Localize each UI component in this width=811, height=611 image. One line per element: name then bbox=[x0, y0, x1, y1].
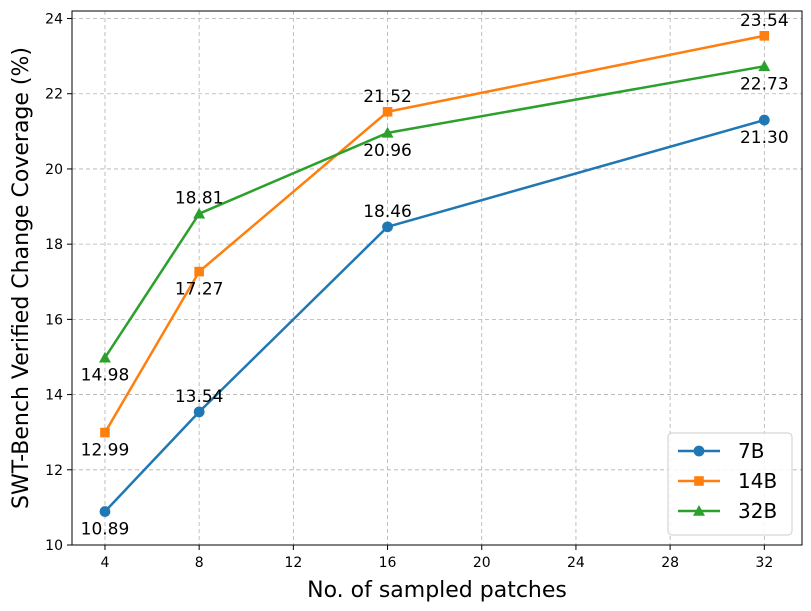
x-tick-label: 12 bbox=[284, 555, 302, 571]
data-point-14b bbox=[382, 106, 393, 117]
legend-label-14b: 14B bbox=[738, 469, 777, 493]
legend: 7B 14B 32B bbox=[667, 432, 793, 536]
legend-marker-7b bbox=[693, 445, 705, 457]
data-point-32b bbox=[381, 126, 394, 138]
data-label-14b: 21.52 bbox=[363, 87, 412, 107]
data-label-32b: 14.98 bbox=[81, 366, 130, 386]
data-label-7b: 10.89 bbox=[81, 520, 130, 540]
data-point-32b bbox=[98, 351, 111, 363]
data-label-7b: 13.54 bbox=[175, 387, 224, 407]
y-axis-title: SWT-Bench Verified Change Coverage (%) bbox=[9, 47, 34, 509]
x-axis-title: No. of sampled patches bbox=[307, 578, 567, 603]
data-point-14b bbox=[100, 427, 110, 438]
legend-label-7b: 7B bbox=[738, 439, 764, 463]
data-label-7b: 21.30 bbox=[740, 128, 789, 148]
data-point-7b bbox=[193, 406, 205, 418]
series-line-32b bbox=[103, 65, 765, 359]
data-point-7b bbox=[382, 221, 393, 233]
x-tick-label: 24 bbox=[567, 555, 585, 571]
axis-ticks: 4 8 12 16 20 24 28 32 10 12 14 16 18 20 22 24 bbox=[45, 12, 773, 571]
grid-lines bbox=[72, 11, 802, 546]
data-label-32b: 18.81 bbox=[175, 189, 224, 209]
data-point-32b bbox=[193, 207, 206, 219]
x-tick-label: 4 bbox=[101, 555, 110, 571]
y-tick-label: 12 bbox=[45, 463, 63, 479]
data-point-14b bbox=[194, 266, 204, 277]
x-tick-label: 32 bbox=[755, 555, 773, 571]
data-point-7b bbox=[758, 114, 770, 126]
data-label-14b: 23.54 bbox=[740, 11, 789, 31]
series-markers bbox=[98, 31, 771, 517]
series-lines bbox=[103, 34, 765, 513]
data-point-14b bbox=[759, 31, 770, 41]
data-label-14b: 12.99 bbox=[81, 441, 130, 461]
data-label-7b: 18.46 bbox=[363, 202, 412, 222]
series-line-14b bbox=[103, 34, 765, 434]
data-label-32b: 22.73 bbox=[740, 74, 789, 94]
plot-frame bbox=[71, 10, 803, 546]
data-labels: 10.89 13.54 18.46 21.30 12.99 17.27 21.52 23.54… bbox=[81, 11, 789, 540]
y-tick-label: 24 bbox=[45, 12, 63, 28]
y-tick-label: 18 bbox=[45, 237, 63, 253]
data-label-32b: 20.96 bbox=[363, 141, 412, 161]
data-point-32b bbox=[758, 60, 771, 72]
data-point-7b bbox=[99, 506, 111, 517]
y-tick-label: 22 bbox=[45, 87, 63, 103]
x-tick-label: 20 bbox=[473, 555, 491, 571]
x-tick-label: 16 bbox=[379, 555, 397, 571]
y-tick-label: 10 bbox=[45, 538, 63, 554]
y-tick-label: 14 bbox=[45, 388, 63, 404]
y-tick-label: 16 bbox=[45, 312, 63, 328]
legend-marker-32b bbox=[693, 505, 705, 516]
x-tick-label: 28 bbox=[661, 555, 679, 571]
legend-marker-14b bbox=[694, 476, 704, 486]
legend-label-32b: 32B bbox=[738, 499, 777, 523]
y-tick-label: 20 bbox=[45, 162, 63, 178]
data-label-14b: 17.27 bbox=[175, 280, 224, 300]
x-tick-label: 8 bbox=[195, 555, 204, 571]
series-line-7b bbox=[104, 118, 765, 513]
